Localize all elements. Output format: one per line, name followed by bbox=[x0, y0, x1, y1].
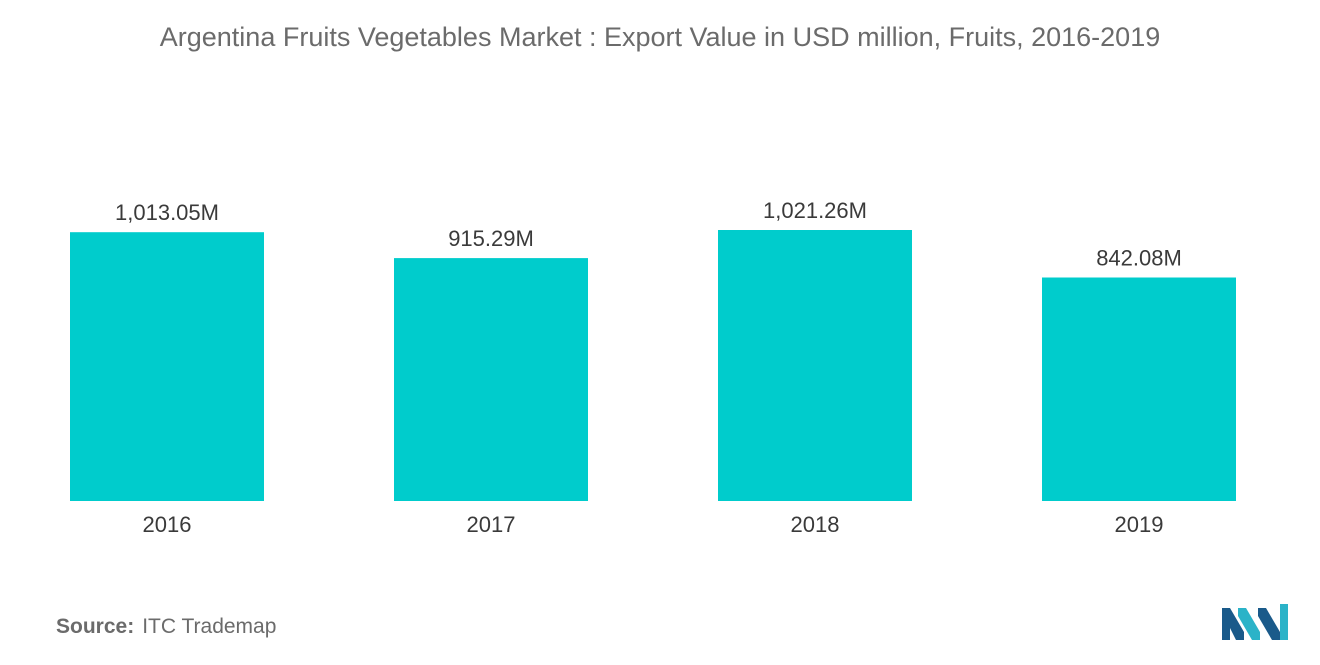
x-tick-2017: 2017 bbox=[467, 512, 516, 537]
bar-2019 bbox=[1042, 277, 1236, 501]
data-label-2017: 915.29M bbox=[448, 226, 534, 251]
x-tick-2016: 2016 bbox=[143, 512, 192, 537]
labels-layer: 1,013.05M 915.29M 1,021.26M 842.08M bbox=[115, 198, 1182, 271]
source-note: Source: ITC Trademap bbox=[56, 615, 276, 639]
bar-2016 bbox=[70, 232, 264, 501]
bars-layer bbox=[70, 230, 1236, 501]
x-axis-ticks: 2016 2017 2018 2019 bbox=[143, 512, 1164, 537]
data-label-2019: 842.08M bbox=[1096, 246, 1182, 271]
x-tick-2018: 2018 bbox=[791, 512, 840, 537]
data-label-2016: 1,013.05M bbox=[115, 200, 219, 225]
bar-2018 bbox=[718, 230, 912, 501]
mordor-intelligence-logo-icon bbox=[1222, 604, 1288, 640]
bar-2017 bbox=[394, 258, 588, 501]
chart-title: Argentina Fruits Vegetables Market : Exp… bbox=[159, 22, 1161, 52]
source-label: Source: bbox=[56, 615, 135, 638]
data-label-2018: 1,021.26M bbox=[763, 198, 867, 223]
source-text: ITC Trademap bbox=[142, 615, 277, 638]
x-tick-2019: 2019 bbox=[1115, 512, 1164, 537]
